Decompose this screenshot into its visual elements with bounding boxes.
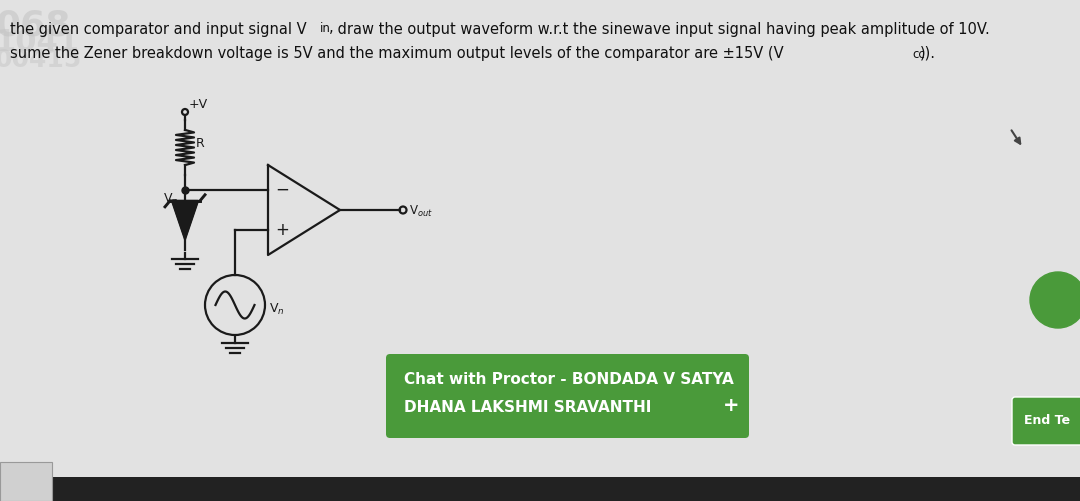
Circle shape — [1030, 272, 1080, 328]
Text: 00415: 00415 — [0, 48, 82, 72]
Text: Chat with Proctor - BONDADA V SATYA: Chat with Proctor - BONDADA V SATYA — [404, 372, 733, 387]
Text: draw the output waveform w.r.t the sinewave input signal having peak amplitude o: draw the output waveform w.r.t the sinew… — [333, 22, 989, 37]
Text: +: + — [275, 221, 288, 239]
FancyBboxPatch shape — [0, 462, 52, 501]
Text: sume the Zener breakdown voltage is 5V and the maximum output levels of the comp: sume the Zener breakdown voltage is 5V a… — [10, 46, 784, 61]
FancyBboxPatch shape — [386, 354, 750, 438]
Text: End Te: End Te — [1025, 414, 1070, 427]
Text: ,: , — [329, 20, 334, 35]
Text: V$_z$: V$_z$ — [163, 192, 178, 207]
Text: cc: cc — [912, 48, 924, 61]
Text: DHANA LAKSHMI SRAVANTHI: DHANA LAKSHMI SRAVANTHI — [404, 400, 651, 415]
Text: the given comparator and input signal V: the given comparator and input signal V — [10, 22, 307, 37]
FancyBboxPatch shape — [1012, 397, 1080, 445]
Text: R: R — [195, 137, 205, 150]
Text: −: − — [275, 181, 288, 199]
Text: V$_{out}$: V$_{out}$ — [409, 203, 433, 218]
Polygon shape — [172, 201, 198, 239]
Text: )).: )). — [920, 45, 936, 60]
Text: 068: 068 — [0, 8, 70, 42]
Bar — [0, 477, 1080, 501]
Text: in: in — [320, 22, 330, 35]
Text: +V: +V — [189, 98, 208, 111]
Text: 1041: 1041 — [0, 28, 80, 57]
Text: V$_n$: V$_n$ — [269, 302, 285, 317]
Text: +: + — [723, 396, 740, 415]
